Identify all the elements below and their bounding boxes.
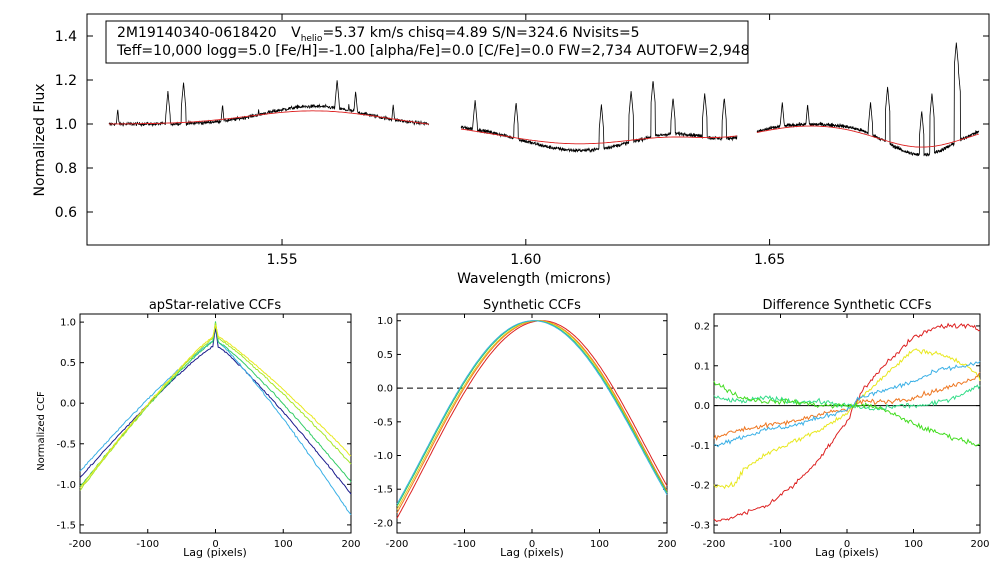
header-box: 2M19140340-0618420 Vhelio=5.37 km/s chis…	[105, 20, 750, 64]
spectrum-model-line	[460, 128, 737, 145]
apstar-ccf-ylabel: Normalized CCF	[36, 391, 47, 471]
synthetic-ccf-xtick-label: 0	[529, 539, 535, 550]
apstar-ccf-panel: apStar-relative CCFs Normalized CCF Lag …	[36, 298, 361, 559]
difference-ccf-series-visit-4	[713, 360, 981, 448]
difference-ccf-ytick-label: 0.2	[694, 321, 710, 332]
difference-ccf-ytick-label: 0.0	[694, 401, 710, 412]
synthetic-ccf-ytick-label: -2.0	[373, 518, 393, 529]
apstar-ccf-xtick-label: 100	[274, 539, 293, 550]
synthetic-ccf-ytick-label: -1.5	[373, 485, 393, 496]
difference-ccf-xtick-label: -100	[769, 539, 792, 550]
spectrum-xlabel: Wavelength (microns)	[457, 271, 611, 287]
synthetic-ccf-ytick-label: 0.0	[377, 384, 393, 395]
difference-ccf-ytick-label: -0.3	[690, 521, 710, 532]
synthetic-ccf-series-visit-4	[396, 320, 668, 507]
difference-ccf-panel: Difference Synthetic CCFs Lag (pixels) -…	[690, 298, 989, 559]
apstar-ccf-title: apStar-relative CCFs	[149, 298, 282, 313]
synthetic-ccf-xtick-label: -200	[386, 539, 409, 550]
difference-ccf-plot-frame	[713, 313, 981, 534]
difference-ccf-ytick-label: -0.2	[690, 481, 710, 492]
difference-ccf-ytick-label: 0.1	[694, 361, 710, 372]
header-frame	[105, 20, 749, 64]
spectrum-xtick-label: 1.55	[266, 252, 297, 268]
spectrum-model-line	[756, 125, 979, 148]
difference-ccf-xtick-label: 0	[844, 539, 850, 550]
synthetic-ccf-ytick-label: -0.5	[373, 417, 393, 428]
difference-ccf-ytick-label: -0.1	[690, 441, 710, 452]
spectrum-observed-line	[756, 42, 980, 157]
apstar-ccf-ytick-label: 0.0	[60, 399, 76, 410]
difference-ccf-xlabel: Lag (pixels)	[815, 546, 879, 559]
difference-ccf-xtick-label: 200	[970, 539, 989, 550]
difference-ccf-xtick-label: -200	[703, 539, 726, 550]
apstar-ccf-xlabel: Lag (pixels)	[183, 546, 247, 559]
synthetic-ccf-xlabel: Lag (pixels)	[500, 546, 564, 559]
header-line1: 2M19140340-0618420 Vhelio=5.37 km/s chis…	[117, 25, 640, 44]
spectrum-ytick-label: 0.6	[55, 205, 77, 221]
apstar-ccf-xtick-label: -100	[136, 539, 159, 550]
difference-ccf-series-visit-6	[713, 380, 981, 447]
apstar-ccf-ytick-label: 0.5	[60, 358, 76, 369]
difference-ccf-title: Difference Synthetic CCFs	[762, 298, 931, 313]
apstar-ccf-series-visit-3	[79, 321, 352, 487]
header-line2: Teff=10,000 logg=5.0 [Fe/H]=-1.00 [alpha…	[116, 43, 750, 59]
apstar-ccf-ytick-label: 1.0	[60, 318, 76, 329]
spectrum-ytick-label: 0.8	[55, 161, 77, 177]
apstar-ccf-plot-frame	[79, 313, 352, 534]
difference-ccf-xtick-label: 100	[904, 539, 923, 550]
spectrum-model-line	[108, 110, 429, 125]
apstar-ccf-xtick-label: 0	[212, 539, 218, 550]
synthetic-ccf-panel: Synthetic CCFs Lag (pixels) -200 -100 0 100…	[373, 298, 676, 559]
header-line1-rest: =5.37 km/s chisq=4.89 S/N=324.6 Nvisits=…	[322, 25, 639, 41]
header-star-id: 2M19140340-0618420	[117, 25, 277, 41]
apstar-ccf-series-visit-5	[79, 324, 352, 489]
spectrum-xtick-label: 1.65	[754, 252, 785, 268]
synthetic-ccf-xtick-label: 200	[657, 539, 676, 550]
apstar-ccf-series-visit-4	[79, 322, 352, 491]
header-v-sub: helio	[301, 34, 323, 44]
spectrum-panel: Normalized Flux Wavelength (microns) 1.5…	[32, 13, 990, 287]
spectrum-xtick-label: 1.60	[510, 252, 541, 268]
apstar-ccf-ytick-label: -1.0	[56, 480, 76, 491]
spectrum-ytick-label: 1.4	[55, 29, 77, 45]
spectrum-plot-frame	[86, 13, 990, 246]
difference-ccf-series-visit-3	[713, 371, 981, 441]
synthetic-ccf-ytick-label: -1.0	[373, 451, 393, 462]
difference-ccf-series-visit-5	[713, 384, 981, 411]
spectrum-ytick-label: 1.2	[55, 73, 77, 89]
apstar-ccf-ytick-label: -0.5	[56, 439, 76, 450]
synthetic-ccf-xtick-label: -100	[453, 539, 476, 550]
synthetic-ccf-plot-frame	[396, 313, 668, 534]
synthetic-ccf-series-visit-5	[396, 320, 668, 505]
apstar-ccf-series-visit-2	[79, 323, 352, 516]
spectrum-observed-line	[460, 81, 738, 154]
synthetic-ccf-title: Synthetic CCFs	[483, 298, 581, 313]
spectrum-ylabel: Normalized Flux	[32, 84, 48, 197]
header-v-label: V	[291, 25, 301, 41]
synthetic-ccf-series-visit-1	[396, 320, 668, 519]
synthetic-ccf-xtick-label: 100	[590, 539, 609, 550]
apstar-ccf-ytick-label: -1.5	[56, 520, 76, 531]
spectrum-observed-line	[108, 80, 430, 128]
apstar-ccf-series-visit-1	[79, 327, 352, 495]
spectrum-ytick-label: 1.0	[55, 117, 77, 133]
difference-ccf-series-visit-2	[713, 348, 981, 490]
apstar-ccf-xtick-label: 200	[341, 539, 360, 550]
difference-ccf-series-visit-1	[713, 322, 981, 523]
synthetic-ccf-ytick-label: 1.0	[377, 316, 393, 327]
apstar-ccf-xtick-label: -200	[69, 539, 92, 550]
synthetic-ccf-ytick-label: 0.5	[377, 350, 393, 361]
